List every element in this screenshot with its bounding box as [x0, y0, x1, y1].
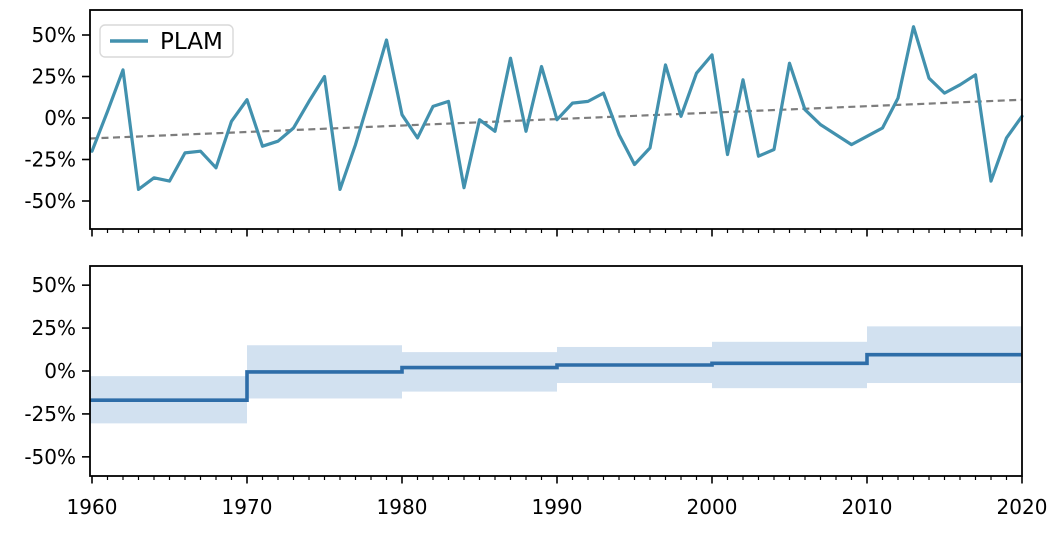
- axes-frame: [89, 9, 1023, 230]
- x-tick-label: 1990: [532, 495, 583, 519]
- decadal-mean-chart: 50% 25% 0% -25% -50% 1960 1970 1980 1990 2000 2010…: [24, 265, 1048, 519]
- y-tick-label: 50%: [32, 23, 76, 47]
- x-tick-label: 2010: [842, 495, 893, 519]
- y-tick-label: 0%: [44, 359, 76, 383]
- y-tick-label: 25%: [32, 316, 76, 340]
- x-tick-label: 1970: [222, 495, 273, 519]
- legend: PLAM: [99, 24, 234, 58]
- y-tick-label: 25%: [32, 65, 76, 89]
- y-tick-label: 0%: [44, 106, 76, 130]
- x-tick-label: 1960: [67, 495, 118, 519]
- x-tick-label: 1980: [377, 495, 428, 519]
- y-tick-label: 50%: [32, 273, 76, 297]
- x-tick-label: 2000: [687, 495, 738, 519]
- x-tick-label: 2020: [997, 495, 1048, 519]
- y-tick-label: -25%: [24, 148, 76, 172]
- annual-anomaly-line: [90, 25, 1024, 191]
- y-tick-label: -25%: [24, 402, 76, 426]
- legend-box: [99, 24, 234, 58]
- y-tick-label: -50%: [24, 445, 76, 469]
- legend-label: PLAM: [160, 29, 223, 55]
- confidence-band: [402, 352, 557, 392]
- y-tick-label: -50%: [24, 189, 76, 213]
- annual-anomaly-chart: 50% 25% 0% -25% -50%: [24, 9, 1024, 237]
- decadal-mean-step-line: [90, 352, 1022, 402]
